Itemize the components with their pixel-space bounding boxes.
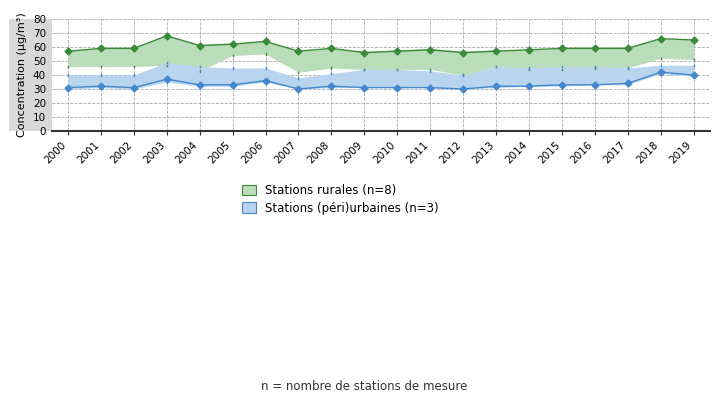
Y-axis label: Concentration (µg/m³): Concentration (µg/m³) [17, 13, 28, 137]
Text: n = nombre de stations de mesure: n = nombre de stations de mesure [261, 380, 468, 393]
FancyBboxPatch shape [9, 19, 51, 131]
Legend: Stations rurales (n=8), Stations (péri)urbaines (n=3): Stations rurales (n=8), Stations (péri)u… [242, 184, 439, 215]
